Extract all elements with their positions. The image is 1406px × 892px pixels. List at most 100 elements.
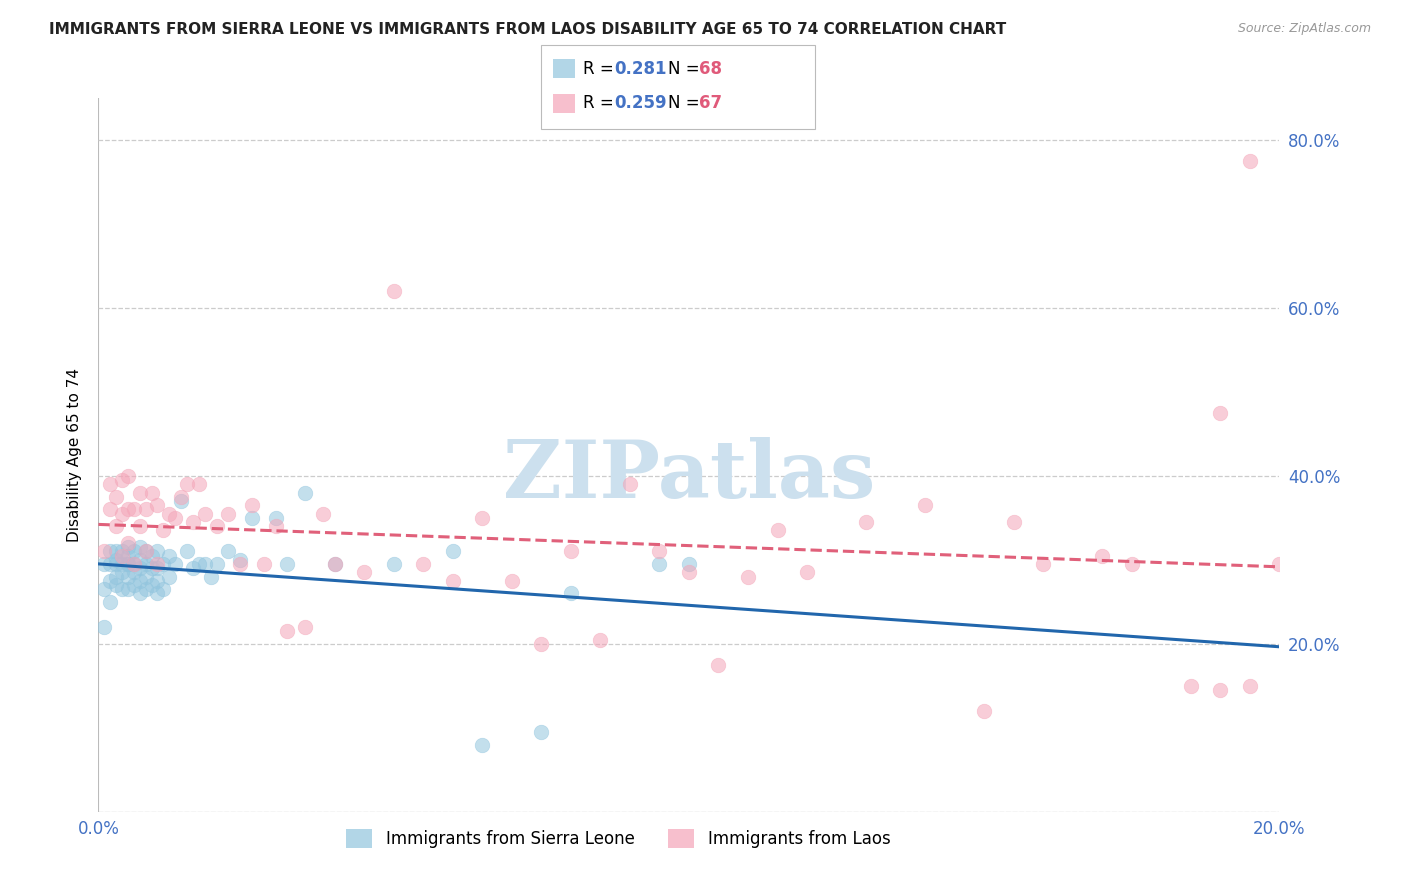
Text: N =: N = bbox=[668, 95, 704, 112]
Point bbox=[264, 511, 287, 525]
Point bbox=[111, 473, 134, 487]
Point bbox=[240, 511, 263, 525]
Point bbox=[1209, 406, 1232, 420]
Point bbox=[157, 507, 180, 521]
Point bbox=[796, 566, 818, 580]
Point bbox=[176, 544, 198, 558]
Point bbox=[152, 557, 174, 571]
Point bbox=[128, 586, 150, 600]
Point bbox=[973, 704, 995, 718]
Point bbox=[619, 477, 641, 491]
Point bbox=[152, 582, 174, 597]
Point bbox=[176, 477, 198, 491]
Point bbox=[141, 578, 163, 592]
Point bbox=[323, 557, 346, 571]
Point bbox=[187, 557, 209, 571]
Point bbox=[205, 519, 228, 533]
Point bbox=[1091, 549, 1114, 563]
Point bbox=[141, 485, 163, 500]
Text: Source: ZipAtlas.com: Source: ZipAtlas.com bbox=[1237, 22, 1371, 36]
Point bbox=[165, 557, 187, 571]
Point bbox=[105, 490, 128, 504]
Text: IMMIGRANTS FROM SIERRA LEONE VS IMMIGRANTS FROM LAOS DISABILITY AGE 65 TO 74 COR: IMMIGRANTS FROM SIERRA LEONE VS IMMIGRAN… bbox=[49, 22, 1007, 37]
Point bbox=[135, 557, 157, 571]
Point bbox=[117, 536, 139, 550]
Point bbox=[707, 657, 730, 672]
Point bbox=[111, 544, 134, 558]
Point bbox=[589, 632, 612, 647]
Point bbox=[648, 557, 671, 571]
Point bbox=[111, 557, 134, 571]
Point bbox=[146, 544, 169, 558]
Point bbox=[312, 507, 335, 521]
Point bbox=[117, 557, 139, 571]
Point bbox=[441, 574, 464, 588]
Point bbox=[128, 574, 150, 588]
Point bbox=[1002, 515, 1025, 529]
Point bbox=[152, 524, 174, 538]
Point bbox=[93, 544, 115, 558]
Point bbox=[117, 469, 139, 483]
Point bbox=[217, 507, 239, 521]
Point bbox=[128, 519, 150, 533]
Point bbox=[1032, 557, 1054, 571]
Point bbox=[253, 557, 276, 571]
Point bbox=[117, 502, 139, 516]
Point bbox=[157, 569, 180, 583]
Point bbox=[276, 624, 298, 639]
Point bbox=[471, 738, 494, 752]
Point bbox=[382, 557, 405, 571]
Point bbox=[200, 569, 222, 583]
Text: 67: 67 bbox=[699, 95, 721, 112]
Point bbox=[98, 595, 121, 609]
Text: N =: N = bbox=[668, 60, 704, 78]
Point bbox=[93, 557, 115, 571]
Text: 68: 68 bbox=[699, 60, 721, 78]
Point bbox=[353, 566, 375, 580]
Point bbox=[766, 524, 789, 538]
Point bbox=[122, 578, 145, 592]
Point bbox=[146, 561, 169, 575]
Point bbox=[128, 561, 150, 575]
Point bbox=[98, 574, 121, 588]
Point bbox=[146, 586, 169, 600]
Text: ZIPatlas: ZIPatlas bbox=[503, 437, 875, 516]
Point bbox=[294, 620, 316, 634]
Point bbox=[205, 557, 228, 571]
Point bbox=[135, 502, 157, 516]
Point bbox=[914, 498, 936, 512]
Point bbox=[229, 553, 252, 567]
Legend: Immigrants from Sierra Leone, Immigrants from Laos: Immigrants from Sierra Leone, Immigrants… bbox=[339, 822, 897, 855]
Point bbox=[117, 569, 139, 583]
Point bbox=[117, 582, 139, 597]
Point bbox=[122, 557, 145, 571]
Point bbox=[264, 519, 287, 533]
Point bbox=[194, 507, 217, 521]
Point bbox=[1209, 683, 1232, 698]
Point bbox=[111, 582, 134, 597]
Text: R =: R = bbox=[583, 60, 620, 78]
Point bbox=[122, 557, 145, 571]
Point bbox=[170, 494, 193, 508]
Point bbox=[194, 557, 217, 571]
Point bbox=[229, 557, 252, 571]
Point bbox=[678, 566, 700, 580]
Point bbox=[855, 515, 877, 529]
Point bbox=[170, 490, 193, 504]
Point bbox=[105, 553, 128, 567]
Point bbox=[1121, 557, 1143, 571]
Point bbox=[737, 569, 759, 583]
Point bbox=[98, 477, 121, 491]
Point bbox=[471, 511, 494, 525]
Point bbox=[141, 561, 163, 575]
Point bbox=[530, 637, 553, 651]
Point bbox=[217, 544, 239, 558]
Point bbox=[165, 511, 187, 525]
Point bbox=[678, 557, 700, 571]
Point bbox=[122, 544, 145, 558]
Text: 0.281: 0.281 bbox=[614, 60, 666, 78]
Point bbox=[117, 557, 139, 571]
Point bbox=[1239, 154, 1261, 169]
Point bbox=[105, 569, 128, 583]
Point bbox=[111, 566, 134, 580]
